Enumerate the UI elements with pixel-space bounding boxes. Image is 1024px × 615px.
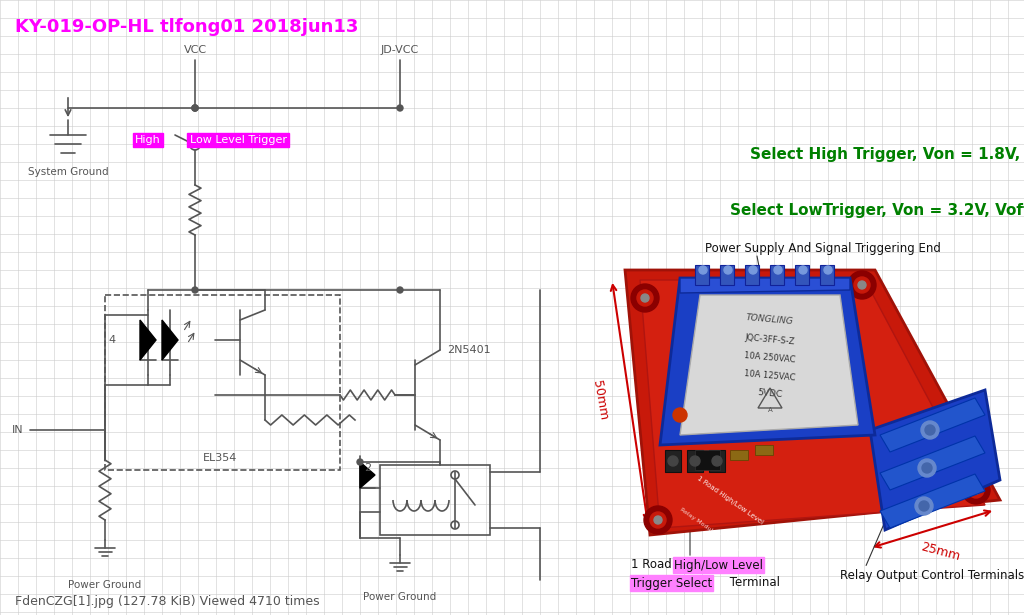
Text: 50mm: 50mm xyxy=(590,379,610,421)
Text: Select LowTrigger, Von = 3.2V, Voff = 3.5V: Select LowTrigger, Von = 3.2V, Voff = 3.… xyxy=(730,202,1024,218)
Circle shape xyxy=(799,266,807,274)
Bar xyxy=(105,295,340,470)
Text: FdenCZG[1].jpg (127.78 KiB) Viewed 4710 times: FdenCZG[1].jpg (127.78 KiB) Viewed 4710 … xyxy=(15,595,319,608)
Polygon shape xyxy=(360,462,375,488)
Text: 2: 2 xyxy=(365,463,372,473)
Circle shape xyxy=(858,281,866,289)
Polygon shape xyxy=(625,270,1000,535)
Text: 10A 125VAC: 10A 125VAC xyxy=(744,369,796,383)
Circle shape xyxy=(673,408,687,422)
Circle shape xyxy=(854,277,870,293)
Text: 4: 4 xyxy=(109,335,116,345)
FancyBboxPatch shape xyxy=(709,450,725,472)
FancyBboxPatch shape xyxy=(720,265,734,285)
FancyBboxPatch shape xyxy=(820,265,834,285)
Text: Relay Output Control Terminals: Relay Output Control Terminals xyxy=(840,568,1024,582)
Circle shape xyxy=(644,506,672,534)
Circle shape xyxy=(357,459,362,465)
Text: Power Ground: Power Ground xyxy=(69,580,141,590)
Text: 10A 250VAC: 10A 250VAC xyxy=(744,351,796,365)
Bar xyxy=(755,445,773,455)
Bar xyxy=(730,450,748,460)
Text: Terminal: Terminal xyxy=(726,576,780,590)
Polygon shape xyxy=(880,474,985,528)
Circle shape xyxy=(712,456,722,466)
Circle shape xyxy=(397,287,403,293)
Text: JD-VCC: JD-VCC xyxy=(381,45,419,55)
Polygon shape xyxy=(680,295,858,435)
Circle shape xyxy=(724,266,732,274)
Text: Power Ground: Power Ground xyxy=(364,592,436,602)
Text: Trigger Select: Trigger Select xyxy=(631,576,713,590)
Text: A: A xyxy=(768,407,772,413)
Circle shape xyxy=(193,105,198,111)
Circle shape xyxy=(922,463,932,473)
Circle shape xyxy=(972,486,980,494)
Text: Select High Trigger, Von = 1.8V, Voff = 1.5V: Select High Trigger, Von = 1.8V, Voff = … xyxy=(750,148,1024,162)
Text: 1 Road: 1 Road xyxy=(631,558,676,571)
Circle shape xyxy=(193,105,198,111)
Circle shape xyxy=(918,459,936,477)
Circle shape xyxy=(921,421,939,439)
Text: VCC: VCC xyxy=(183,45,207,55)
Bar xyxy=(695,450,720,470)
Text: TONGLING: TONGLING xyxy=(745,314,795,327)
Text: Relay Module 1 Trigger: Relay Module 1 Trigger xyxy=(679,507,741,553)
FancyBboxPatch shape xyxy=(665,450,681,472)
Text: EL354: EL354 xyxy=(203,453,238,463)
FancyBboxPatch shape xyxy=(745,265,759,285)
Polygon shape xyxy=(660,278,874,445)
Polygon shape xyxy=(880,398,985,452)
Circle shape xyxy=(962,476,990,504)
Circle shape xyxy=(968,482,984,498)
Circle shape xyxy=(631,284,659,312)
Circle shape xyxy=(654,516,662,524)
Text: 25mm: 25mm xyxy=(919,541,962,563)
FancyBboxPatch shape xyxy=(795,265,809,285)
Polygon shape xyxy=(680,278,850,293)
Circle shape xyxy=(699,266,707,274)
FancyBboxPatch shape xyxy=(770,265,784,285)
Text: Low Level Trigger: Low Level Trigger xyxy=(189,135,287,145)
Circle shape xyxy=(193,287,198,293)
Circle shape xyxy=(848,271,876,299)
Circle shape xyxy=(668,456,678,466)
Text: KY-019-OP-HL tlfong01 2018jun13: KY-019-OP-HL tlfong01 2018jun13 xyxy=(15,18,358,36)
Text: High: High xyxy=(135,135,161,145)
Text: 2N5401: 2N5401 xyxy=(447,345,490,355)
Circle shape xyxy=(397,105,403,111)
Circle shape xyxy=(690,456,700,466)
Circle shape xyxy=(915,497,933,515)
Polygon shape xyxy=(140,320,156,360)
Circle shape xyxy=(774,266,782,274)
Text: High/Low Level: High/Low Level xyxy=(674,558,763,571)
Text: 1 Road High/Low Level: 1 Road High/Low Level xyxy=(696,475,764,525)
Bar xyxy=(380,465,490,535)
Polygon shape xyxy=(640,280,985,528)
Circle shape xyxy=(193,105,198,111)
Text: IN: IN xyxy=(12,425,24,435)
FancyBboxPatch shape xyxy=(695,265,709,285)
Polygon shape xyxy=(162,320,178,360)
Circle shape xyxy=(925,425,935,435)
FancyBboxPatch shape xyxy=(687,450,703,472)
Circle shape xyxy=(637,290,653,306)
Text: 5VDC: 5VDC xyxy=(757,389,782,400)
Circle shape xyxy=(919,501,929,511)
Circle shape xyxy=(650,512,666,528)
Text: JQC-3FF-S-Z: JQC-3FF-S-Z xyxy=(744,333,796,347)
Circle shape xyxy=(641,294,649,302)
Text: System Ground: System Ground xyxy=(28,167,109,177)
Circle shape xyxy=(749,266,757,274)
Text: Power Supply And Signal Triggering End: Power Supply And Signal Triggering End xyxy=(705,242,941,255)
Circle shape xyxy=(824,266,831,274)
Polygon shape xyxy=(880,436,985,490)
Polygon shape xyxy=(870,390,1000,530)
